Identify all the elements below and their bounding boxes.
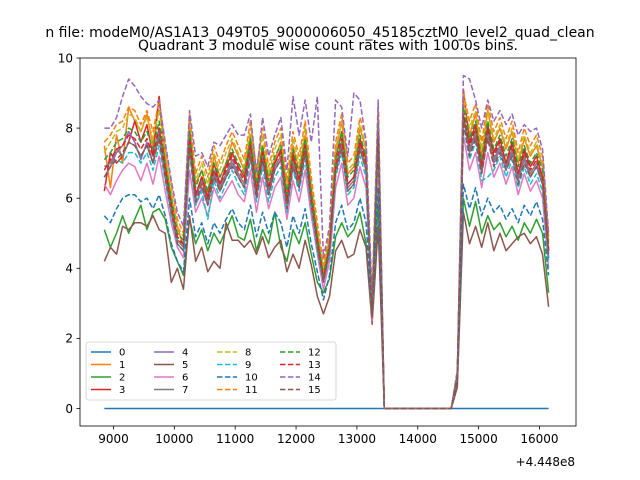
x-tick-label: 10000 [155, 432, 193, 446]
axes-title: Quadrant 3 module wise count rates with … [138, 38, 518, 54]
x-tick-label: 13000 [338, 432, 376, 446]
legend-label-11: 11 [245, 385, 258, 396]
axes: 9000 10000 11000 12000 13000 14000 15000 16000 0… [58, 51, 577, 446]
series-line-5 [103, 211, 550, 410]
x-offset-label: +4.448e8 [516, 455, 575, 469]
y-tick-label: 8 [65, 121, 73, 135]
legend-label-5: 5 [182, 360, 188, 371]
legend-label-7: 7 [182, 385, 188, 396]
legend-label-3: 3 [119, 385, 125, 396]
legend-label-12: 12 [308, 348, 321, 359]
legend-label-15: 15 [308, 385, 321, 396]
legend-label-6: 6 [182, 373, 188, 384]
y-tick-label: 10 [58, 51, 73, 65]
y-tick-label: 4 [65, 262, 73, 276]
series-line-2 [103, 197, 550, 410]
series-line-12 [103, 106, 550, 410]
plot-area [103, 74, 550, 410]
legend-label-14: 14 [308, 373, 321, 384]
legend-label-13: 13 [308, 360, 321, 371]
series-line-11 [103, 92, 550, 410]
x-tick-label: 14000 [399, 432, 437, 446]
x-tick-label: 16000 [520, 432, 558, 446]
x-tick-label: 9000 [98, 432, 129, 446]
series-line-8 [103, 95, 550, 410]
legend-label-4: 4 [182, 348, 188, 359]
legend-label-1: 1 [119, 360, 125, 371]
series-line-10 [103, 183, 550, 410]
y-tick-label: 0 [65, 402, 73, 416]
x-tick-label: 15000 [460, 432, 498, 446]
series-line-15 [103, 120, 550, 410]
series-line-14 [104, 74, 550, 410]
y-tick-label: 2 [65, 332, 73, 346]
legend-label-2: 2 [119, 373, 125, 384]
legend-label-10: 10 [245, 373, 258, 384]
x-tick-label: 12000 [277, 432, 315, 446]
legend-frame [85, 341, 337, 401]
figure-suptitle: n file: modeM0/AS1A13_049T05_9000006050_… [45, 25, 594, 41]
axes-frame [79, 57, 577, 427]
legend-label-0: 0 [119, 348, 125, 359]
legend-label-9: 9 [245, 360, 251, 371]
series-line-6 [103, 134, 550, 410]
y-tick-label: 6 [65, 191, 73, 205]
legend-label-8: 8 [245, 348, 251, 359]
x-tick-label: 11000 [216, 432, 254, 446]
